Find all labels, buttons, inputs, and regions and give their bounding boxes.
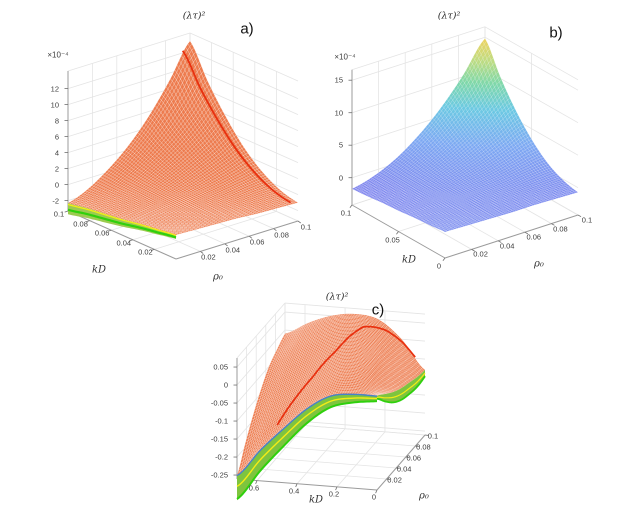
figure: (λτ)² a) ρ₀ kD ×10⁻⁴ 0.02 0.04 0.06 0.08 0.1 0.02 0… [0,0,620,519]
surface-plots-canvas [0,0,620,519]
